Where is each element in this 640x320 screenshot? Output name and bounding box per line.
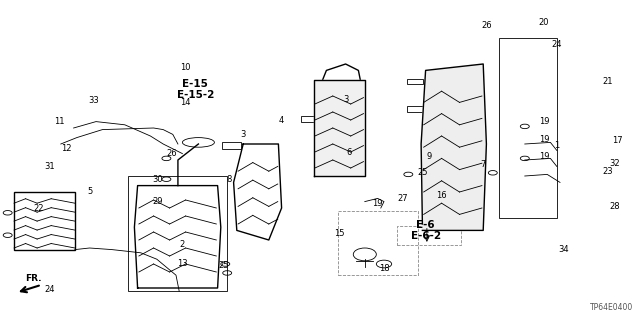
Polygon shape	[421, 64, 486, 230]
Polygon shape	[134, 186, 221, 288]
Text: 31: 31	[45, 162, 55, 171]
Text: 32: 32	[609, 159, 620, 168]
Text: 8: 8	[227, 175, 232, 184]
Text: 24: 24	[552, 40, 562, 49]
Text: 19: 19	[539, 152, 549, 161]
Text: 4: 4	[279, 116, 284, 124]
Text: 5: 5	[87, 188, 92, 196]
Text: 30: 30	[153, 175, 163, 184]
Bar	[407, 79, 423, 84]
Text: 23: 23	[603, 167, 613, 176]
Text: 9: 9	[426, 152, 431, 161]
Text: 25: 25	[219, 261, 229, 270]
Text: 29: 29	[153, 197, 163, 206]
Text: 27: 27	[398, 194, 408, 203]
Text: 19: 19	[539, 135, 549, 144]
Text: FR.: FR.	[25, 274, 42, 283]
Bar	[499, 38, 557, 218]
Text: 20: 20	[539, 18, 549, 27]
Text: 18: 18	[379, 264, 389, 273]
Polygon shape	[314, 80, 365, 176]
Text: E-15
E-15-2: E-15 E-15-2	[177, 79, 214, 100]
Text: 7: 7	[481, 160, 486, 169]
Text: 25: 25	[417, 168, 428, 177]
Text: 28: 28	[609, 202, 620, 211]
Text: 1: 1	[554, 141, 559, 150]
Bar	[128, 176, 227, 291]
Text: 10: 10	[180, 63, 191, 72]
Bar	[301, 116, 320, 122]
Bar	[407, 106, 423, 112]
Text: 22: 22	[33, 204, 44, 212]
Text: E-6
E-6-2: E-6 E-6-2	[410, 220, 441, 241]
Text: 13: 13	[177, 260, 188, 268]
Text: 11: 11	[54, 117, 65, 126]
Bar	[222, 142, 241, 149]
Bar	[338, 211, 418, 275]
Text: 26: 26	[166, 149, 177, 158]
Text: 33: 33	[89, 96, 99, 105]
Text: 15: 15	[334, 229, 344, 238]
Text: 24: 24	[45, 285, 55, 294]
Text: 3: 3	[343, 95, 348, 104]
Text: 19: 19	[539, 117, 549, 126]
Text: 2: 2	[180, 240, 185, 249]
Text: TP64E0400: TP64E0400	[590, 303, 634, 312]
Text: 16: 16	[436, 191, 447, 200]
Text: 3: 3	[241, 130, 246, 139]
Text: 6: 6	[346, 148, 351, 156]
Text: 14: 14	[180, 98, 191, 107]
Text: 34: 34	[558, 245, 568, 254]
Text: 19: 19	[372, 199, 383, 208]
Text: 26: 26	[481, 21, 492, 30]
Bar	[14, 192, 75, 250]
Text: 17: 17	[612, 136, 623, 145]
Bar	[397, 226, 461, 245]
Text: 12: 12	[61, 144, 71, 153]
Text: 21: 21	[603, 77, 613, 86]
